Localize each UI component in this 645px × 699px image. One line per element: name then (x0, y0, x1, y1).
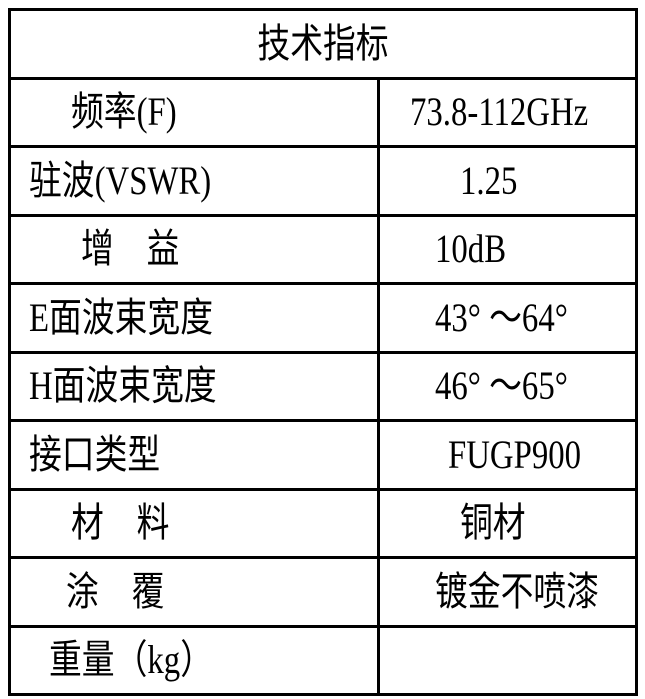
row-label: 涂 覆 (8, 556, 380, 628)
row-label: 接口类型 (8, 419, 380, 491)
row-value: 43° ～64° (377, 282, 638, 354)
row-label: 重量（kg） (8, 624, 380, 696)
row-label: E面波束宽度 (8, 282, 380, 354)
table-row: 增 益 10dB (8, 213, 638, 285)
row-value: 铜材 (377, 487, 638, 559)
table-header-row: 技术指标 (8, 8, 638, 80)
row-label: 频率(F) (8, 76, 380, 148)
table-row: 频率(F) 73.8-112GHz (8, 76, 638, 148)
row-value: 镀金不喷漆 (377, 556, 638, 628)
row-label: 材 料 (8, 487, 380, 559)
table-row: 重量（kg） (8, 624, 638, 696)
table-row: 涂 覆镀金不喷漆 (8, 556, 638, 628)
row-value: 10dB (377, 213, 638, 285)
table-row: 材 料铜材 (8, 487, 638, 559)
row-value (377, 624, 638, 696)
row-value: 46° ～65° (377, 350, 638, 422)
row-label: 增 益 (8, 213, 380, 285)
spec-table: 技术指标 频率(F) 73.8-112GHz 驻波(VSWR) 1.25 增 益 10… (8, 8, 638, 696)
table-row: 接口类型 FUGP900 (8, 419, 638, 491)
row-label: H面波束宽度 (8, 350, 380, 422)
table-row: 驻波(VSWR) 1.25 (8, 145, 638, 217)
table-row: H面波束宽度 46° ～65° (8, 350, 638, 422)
row-value: 73.8-112GHz (377, 76, 638, 148)
table-title: 技术指标 (8, 8, 638, 80)
row-value: FUGP900 (377, 419, 638, 491)
table-row: E面波束宽度 43° ～64° (8, 282, 638, 354)
row-label: 驻波(VSWR) (8, 145, 380, 217)
row-value: 1.25 (377, 145, 638, 217)
